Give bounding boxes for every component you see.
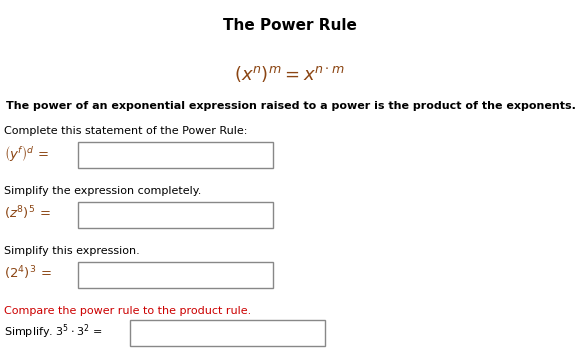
Bar <box>78 202 273 228</box>
Text: Simplify the expression completely.: Simplify the expression completely. <box>4 186 201 196</box>
Text: Simplify. $3^5 \cdot 3^2\,=$: Simplify. $3^5 \cdot 3^2\,=$ <box>4 322 102 340</box>
Text: The power of an exponential expression raised to a power is the product of the e: The power of an exponential expression r… <box>6 102 576 111</box>
Text: Simplify this expression.: Simplify this expression. <box>4 246 140 256</box>
Text: Compare the power rule to the product rule.: Compare the power rule to the product ru… <box>4 306 251 316</box>
Bar <box>78 142 273 168</box>
Text: $\left(y^f\right)^d\,=$: $\left(y^f\right)^d\,=$ <box>4 144 50 163</box>
Text: Complete this statement of the Power Rule:: Complete this statement of the Power Rul… <box>4 126 247 136</box>
Text: The Power Rule: The Power Rule <box>222 18 357 33</box>
Bar <box>78 262 273 288</box>
Text: $\left(2^4\right)^3\,=$: $\left(2^4\right)^3\,=$ <box>4 264 52 282</box>
Text: $\left(x^n\right)^m = x^{n \cdot m}$: $\left(x^n\right)^m = x^{n \cdot m}$ <box>234 64 345 84</box>
Bar <box>130 320 325 346</box>
Text: $\left(z^8\right)^5\,=$: $\left(z^8\right)^5\,=$ <box>4 204 51 222</box>
